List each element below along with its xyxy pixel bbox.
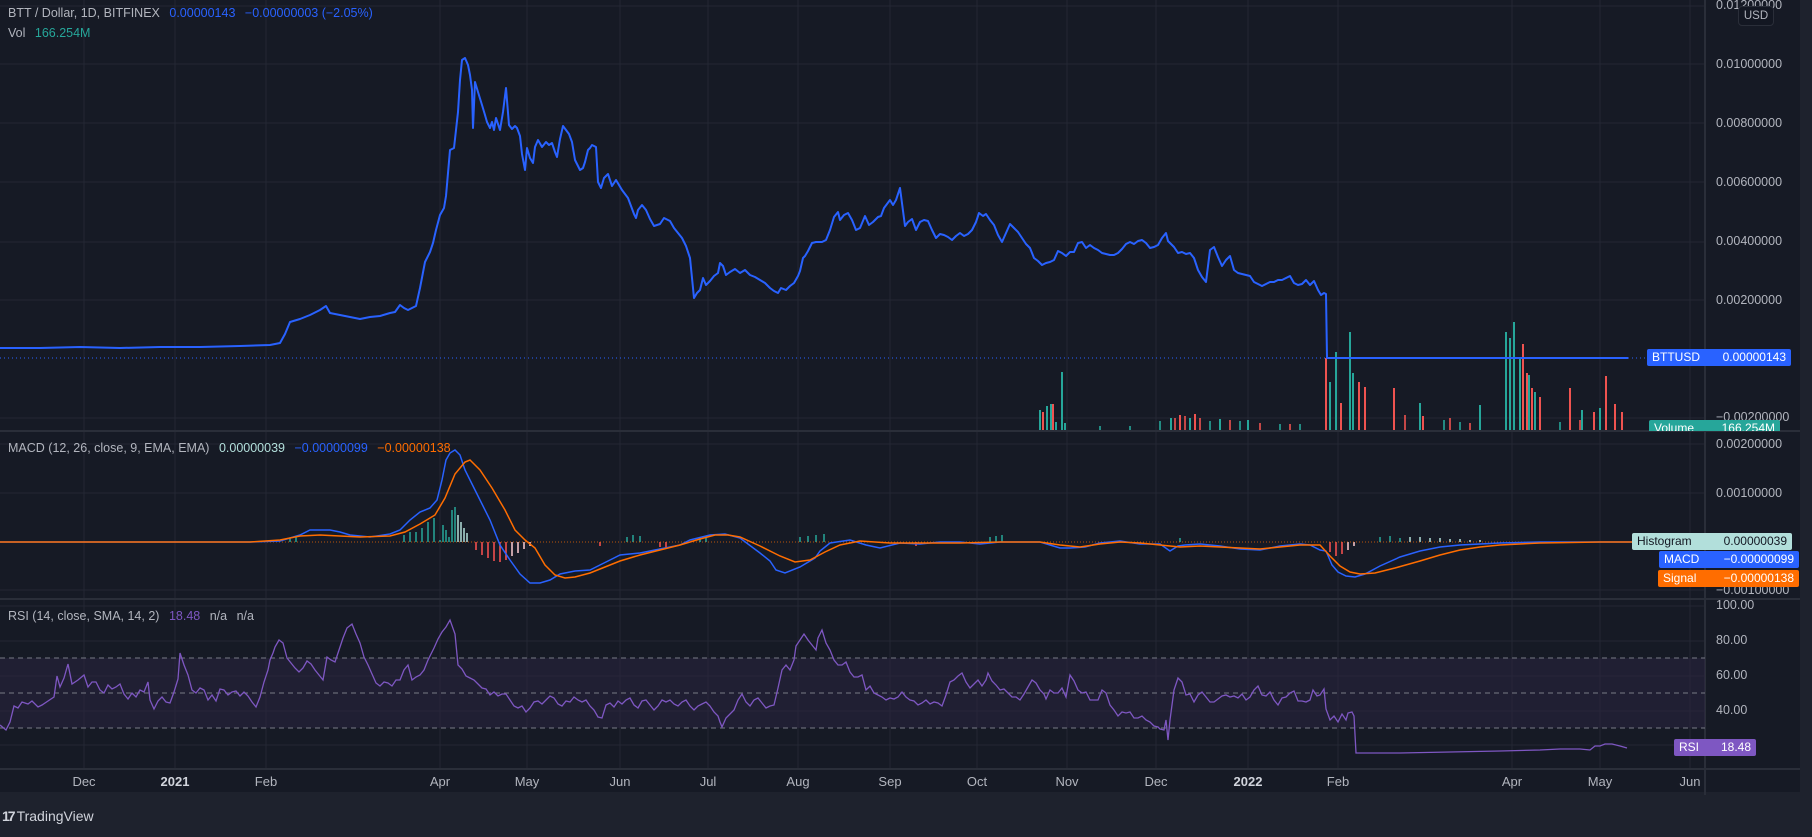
price-tick: 0.00600000: [1716, 175, 1783, 189]
volume-tag-label: Volume: [1654, 421, 1695, 431]
time-tick: Dec: [72, 774, 96, 789]
rsi-na-1: n/a: [209, 609, 228, 623]
time-tick: May: [514, 774, 540, 789]
rsi-title: RSI (14, close, SMA, 14, 2): [8, 609, 160, 623]
time-tick: 2022: [1233, 774, 1263, 789]
time-tick: 2021: [160, 774, 190, 789]
macd-tick: 0.00100000: [1716, 486, 1783, 500]
time-tick: Feb: [1326, 774, 1350, 789]
macd-value: −0.00000099: [294, 441, 368, 455]
rsi-tag-label: RSI: [1679, 740, 1700, 754]
price-tag-symbol: BTTUSD: [1652, 350, 1700, 364]
rsi-tag-value: 18.48: [1720, 740, 1751, 754]
time-tick: Dec: [1144, 774, 1168, 789]
tradingview-logo[interactable]: 17 TradingView: [2, 808, 94, 824]
chart-canvas[interactable]: [0, 0, 1800, 795]
price-tick: 0.01000000: [1716, 57, 1783, 71]
rsi-line: [0, 618, 1628, 754]
macd-title: MACD (12, 26, close, 9, EMA, EMA): [8, 441, 210, 455]
macd-tick: 0.00200000: [1716, 437, 1783, 451]
chart-area[interactable]: BTT / Dollar, 1D, BITFINEX 0.00000143 −0…: [0, 0, 1800, 795]
rsi-tick: 80.00: [1716, 633, 1748, 647]
right-scroll-strip: [1800, 0, 1812, 837]
symbol-legend[interactable]: BTT / Dollar, 1D, BITFINEX 0.00000143 −0…: [8, 6, 379, 20]
time-tick: Sep: [878, 774, 902, 789]
time-tick: Apr: [429, 774, 451, 789]
rsi-tick: 40.00: [1716, 703, 1748, 717]
macd-tag-value: −0.00000099: [1723, 552, 1794, 566]
rsi-tag: RSI 18.48: [1674, 739, 1756, 756]
signal-value: −0.00000138: [377, 441, 451, 455]
currency-badge[interactable]: USD: [1738, 6, 1774, 26]
volume-tag: Volume 166.254M: [1649, 420, 1780, 431]
price-change: −0.00000003 (−2.05%): [244, 6, 373, 20]
rsi-tick: 60.00: [1716, 668, 1748, 682]
price-tick: 0.00400000: [1716, 234, 1783, 248]
price-tag-value: 0.00000143: [1722, 350, 1786, 364]
macd-legend[interactable]: MACD (12, 26, close, 9, EMA, EMA) 0.0000…: [8, 441, 457, 455]
time-tick: May: [1587, 774, 1613, 789]
macd-histogram: [289, 507, 1481, 562]
rsi-legend[interactable]: RSI (14, close, SMA, 14, 2) 18.48 n/a n/…: [8, 609, 260, 623]
footer-bar: [0, 795, 1800, 837]
signal-tag-value: −0.00000138: [1723, 571, 1794, 585]
signal-tag: Signal −0.00000138: [1658, 570, 1799, 587]
macd-tag: MACD −0.00000099: [1659, 551, 1799, 568]
time-tick: Nov: [1055, 774, 1079, 789]
signal-tag-label: Signal: [1663, 571, 1697, 585]
rsi-value: 18.48: [168, 609, 201, 623]
rsi-tick: 100.00: [1716, 598, 1755, 612]
tradingview-brand: TradingView: [16, 808, 94, 824]
price-tick: 0.00800000: [1716, 116, 1783, 130]
signal-line: [0, 459, 1648, 579]
time-tick: Aug: [786, 774, 810, 789]
vol-value: 166.254M: [34, 26, 91, 40]
time-tick: Oct: [966, 774, 988, 789]
rsi-na-2: n/a: [236, 609, 254, 623]
price-tag: BTTUSD 0.00000143: [1647, 349, 1791, 366]
vol-label: Vol: [8, 26, 26, 40]
rsi-band: [0, 658, 1705, 728]
histogram-tag-label: Histogram: [1637, 534, 1692, 548]
time-tick: Jul: [699, 774, 717, 789]
time-tick: Jun: [609, 774, 631, 789]
volume-legend[interactable]: Vol 166.254M: [8, 26, 96, 40]
time-tick: Feb: [254, 774, 278, 789]
macd-line: [0, 449, 1648, 584]
price-line: [0, 57, 1628, 359]
price-tick: 0.00200000: [1716, 293, 1783, 307]
tradingview-logo-icon: 17: [2, 808, 16, 824]
time-tick: Jun: [1679, 774, 1701, 789]
volume-tag-value: 166.254M: [1721, 421, 1775, 431]
symbol-title: BTT / Dollar, 1D, BITFINEX: [8, 6, 160, 20]
last-price: 0.00000143: [169, 6, 236, 20]
volume-bars: [1039, 322, 1623, 430]
histogram-tag: Histogram 0.00000039: [1632, 533, 1792, 550]
macd-tag-label: MACD: [1664, 552, 1700, 566]
histogram-tag-value: 0.00000039: [1723, 534, 1787, 548]
time-tick: Apr: [1501, 774, 1523, 789]
macd-hist-value: 0.00000039: [218, 441, 285, 455]
